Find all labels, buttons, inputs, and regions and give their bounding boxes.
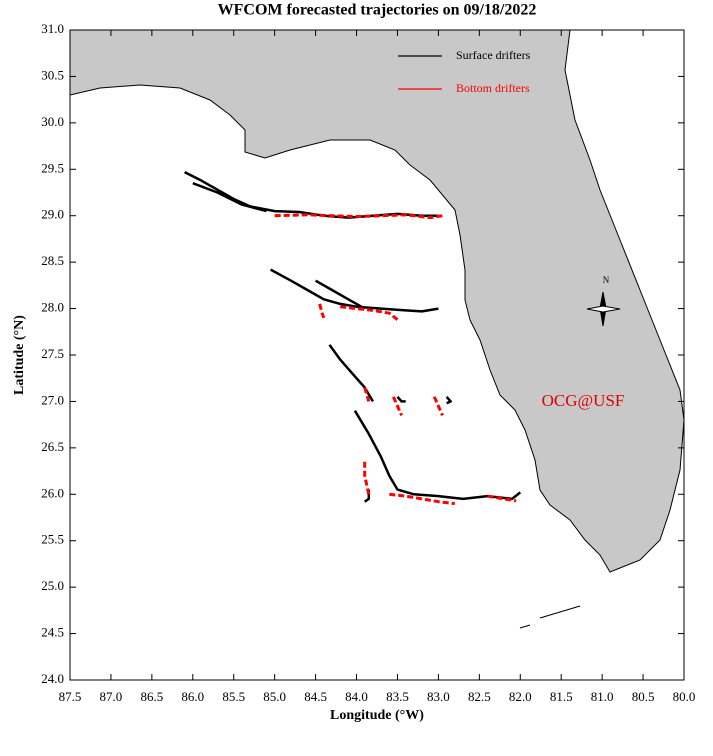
y-tick-label: 24.5 — [41, 625, 64, 640]
legend-label: Surface drifters — [456, 48, 531, 62]
x-tick-label: 86.5 — [140, 689, 163, 704]
compass — [586, 291, 621, 327]
y-tick-label: 25.5 — [41, 532, 64, 547]
trajectory — [274, 213, 517, 506]
y-tick-label: 25.0 — [41, 578, 64, 593]
y-tick-label: 27.5 — [41, 346, 64, 361]
chart-title: WFCOM forecasted trajectories on 09/18/2… — [218, 2, 537, 19]
x-tick-label: 82.0 — [509, 689, 532, 704]
x-tick-label: 83.5 — [386, 689, 409, 704]
y-tick-label: 31.0 — [41, 21, 64, 36]
x-tick-label: 83.0 — [427, 689, 450, 704]
x-tick-label: 80.0 — [673, 689, 696, 704]
y-tick-label: 27.0 — [41, 392, 64, 407]
x-tick-label: 82.5 — [468, 689, 491, 704]
x-tick-label: 84.0 — [345, 689, 368, 704]
y-tick-label: 30.0 — [41, 114, 64, 129]
florida-keys — [519, 605, 581, 629]
x-tick-label: 85.0 — [263, 689, 286, 704]
annotation: OCG@USF — [542, 391, 625, 410]
x-tick-label: 80.5 — [632, 689, 655, 704]
x-tick-label: 85.5 — [222, 689, 245, 704]
y-tick-label: 24.0 — [41, 671, 64, 686]
x-tick-label: 86.0 — [181, 689, 204, 704]
x-tick-label: 84.5 — [304, 689, 327, 704]
x-tick-label: 87.0 — [100, 689, 123, 704]
x-tick-label: 81.5 — [550, 689, 573, 704]
y-tick-label: 26.0 — [41, 485, 64, 500]
trajectory — [184, 170, 522, 503]
x-axis-label: Longitude (°W) — [330, 708, 424, 723]
y-tick-label: 29.5 — [41, 160, 64, 175]
florida-land — [69, 29, 685, 573]
x-tick-label: 87.5 — [59, 689, 82, 704]
y-tick-label: 28.5 — [41, 253, 64, 268]
y-tick-label: 28.0 — [41, 300, 64, 315]
y-tick-label: 29.0 — [41, 207, 64, 222]
x-tick-label: 81.0 — [591, 689, 614, 704]
y-tick-label: 30.5 — [41, 67, 64, 82]
compass-label: N — [603, 275, 610, 285]
legend-label: Bottom drifters — [456, 81, 530, 95]
y-tick-label: 26.5 — [41, 439, 64, 454]
y-axis-label: Latitude (°N) — [12, 315, 27, 395]
